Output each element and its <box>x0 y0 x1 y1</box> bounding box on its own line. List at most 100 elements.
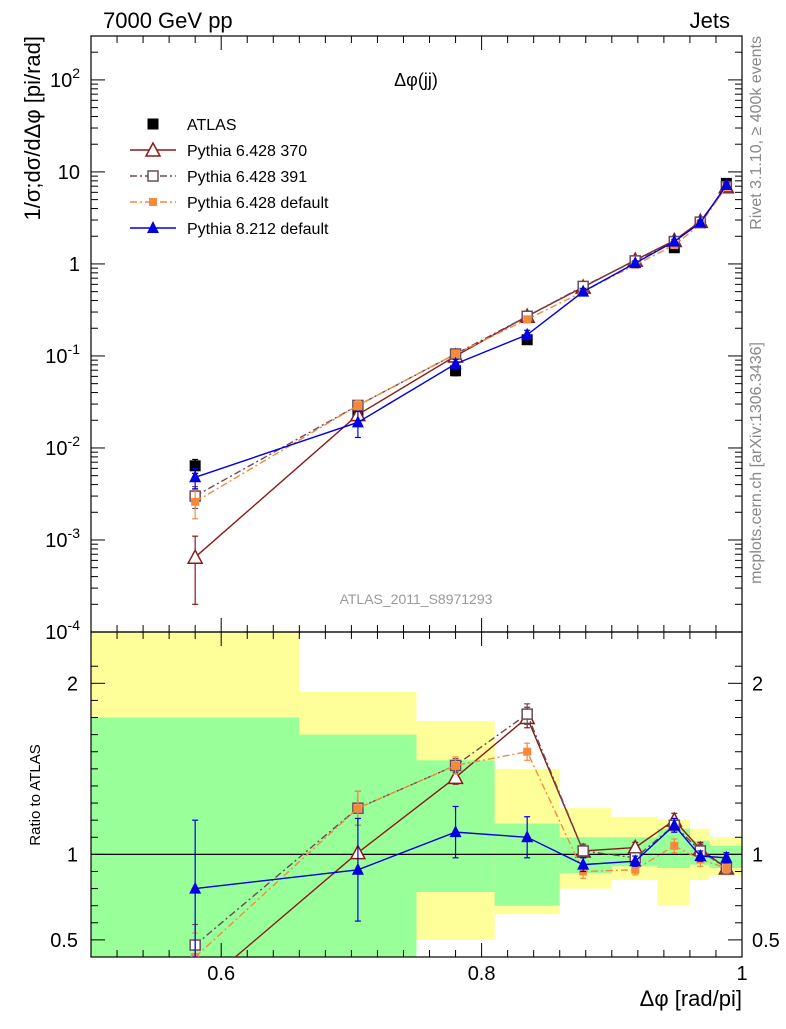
data-point <box>188 984 202 997</box>
ratio-pythia-8-212-default <box>189 805 733 957</box>
data-point <box>694 849 707 862</box>
marker-triangle <box>629 854 642 867</box>
data-point <box>629 256 642 269</box>
data-point <box>629 854 642 867</box>
data-point <box>523 315 532 324</box>
marker-triangle <box>668 234 681 247</box>
marker-triangle <box>351 862 364 875</box>
series-pythia-8-212-default <box>189 178 733 490</box>
legend-label: ATLAS <box>187 117 237 134</box>
marker-triangle <box>668 818 681 831</box>
data-point <box>147 170 159 182</box>
legend-label: Pythia 6.428 default <box>187 195 329 212</box>
marker-square <box>722 864 731 873</box>
series-pythia-6-428-370 <box>186 178 735 605</box>
data-point <box>451 350 460 359</box>
marker-square-open <box>577 845 589 857</box>
data-point <box>186 548 204 564</box>
side-label-mcplots: mcplots.cern.ch [arXiv:1306.3436] <box>748 342 765 584</box>
marker-triangle <box>189 881 202 894</box>
header-right-label: Jets <box>690 8 730 33</box>
y-tick-label-bottom: 2 <box>67 673 78 695</box>
y-axis-label-bottom: Ratio to ATLAS <box>27 744 44 845</box>
top-series-group <box>186 177 735 605</box>
data-point <box>191 497 200 506</box>
uncertainty-bands <box>91 632 742 957</box>
marker-triangle <box>629 256 642 269</box>
data-point <box>189 460 201 472</box>
data-point <box>351 415 364 428</box>
data-point <box>521 708 533 720</box>
marker-square <box>450 365 462 377</box>
data-point <box>668 818 681 831</box>
marker-triangle-open <box>188 984 202 997</box>
y-tick-label-bottom: 1 <box>67 844 78 866</box>
legend-label: Pythia 6.428 391 <box>187 169 307 186</box>
marker-square <box>353 804 362 813</box>
data-point <box>631 865 640 874</box>
marker-square <box>451 761 460 770</box>
y-tick-label-top: 10-3 <box>45 525 80 552</box>
data-point <box>720 850 733 863</box>
y-tick-label-top: 10-1 <box>45 341 80 368</box>
data-point <box>521 830 534 843</box>
marker-square <box>523 315 532 324</box>
data-point <box>720 178 733 191</box>
marker-square <box>631 865 640 874</box>
data-point <box>523 747 532 756</box>
data-point <box>351 862 364 875</box>
data-point <box>353 804 362 813</box>
data-point <box>521 327 534 340</box>
data-point <box>451 761 460 770</box>
marker-square-open <box>521 708 533 720</box>
data-point <box>447 768 464 785</box>
data-point <box>353 401 362 410</box>
side-label-rivet: Rivet 3.1.10, ≥ 400k events <box>748 36 765 230</box>
marker-square <box>670 841 679 850</box>
marker-triangle <box>521 327 534 340</box>
chart-title: Δφ(jj) <box>394 70 438 90</box>
marker-triangle <box>577 284 590 297</box>
data-point <box>450 365 462 377</box>
y-tick-label-top: 102 <box>50 65 80 92</box>
data-point <box>694 215 707 228</box>
marker-triangle <box>147 221 159 233</box>
data-point <box>449 356 462 369</box>
data-point <box>144 141 162 157</box>
marker-triangle <box>449 825 462 838</box>
marker-triangle <box>694 849 707 862</box>
data-point <box>722 864 731 873</box>
ratio-line <box>194 750 727 957</box>
marker-triangle <box>189 470 202 483</box>
y-tick-label-bottom-right: 1 <box>752 844 763 866</box>
marker-triangle-open <box>186 548 204 564</box>
marker-triangle <box>351 415 364 428</box>
data-point <box>577 845 589 857</box>
x-axis-label: Δφ [rad/pi] <box>640 986 742 1011</box>
x-tick-label: 1 <box>736 963 747 985</box>
legend: ATLAS Pythia 6.428 370 Pythia 6.428 391 Pyt… <box>130 117 329 238</box>
marker-square <box>191 497 200 506</box>
marker-square <box>353 401 362 410</box>
marker-triangle <box>694 215 707 228</box>
data-point <box>189 470 202 483</box>
marker-square <box>451 350 460 359</box>
x-tick-label: 0.8 <box>468 963 496 985</box>
marker-square <box>523 747 532 756</box>
y-tick-label-bottom-right: 2 <box>752 673 763 695</box>
data-point <box>149 198 157 206</box>
y-tick-label-bottom-right: 0.5 <box>752 930 780 952</box>
marker-triangle <box>449 356 462 369</box>
data-point <box>449 825 462 838</box>
marker-square-open <box>147 170 159 182</box>
data-point <box>577 284 590 297</box>
y-tick-label-top: 10-2 <box>45 433 80 460</box>
marker-triangle-open <box>447 768 464 785</box>
data-point <box>189 881 202 894</box>
bottom-panel-frame <box>90 631 743 958</box>
data-point <box>147 221 159 233</box>
bottom-series-group <box>188 703 735 997</box>
marker-square <box>189 460 201 472</box>
marker-triangle-open <box>144 141 162 157</box>
